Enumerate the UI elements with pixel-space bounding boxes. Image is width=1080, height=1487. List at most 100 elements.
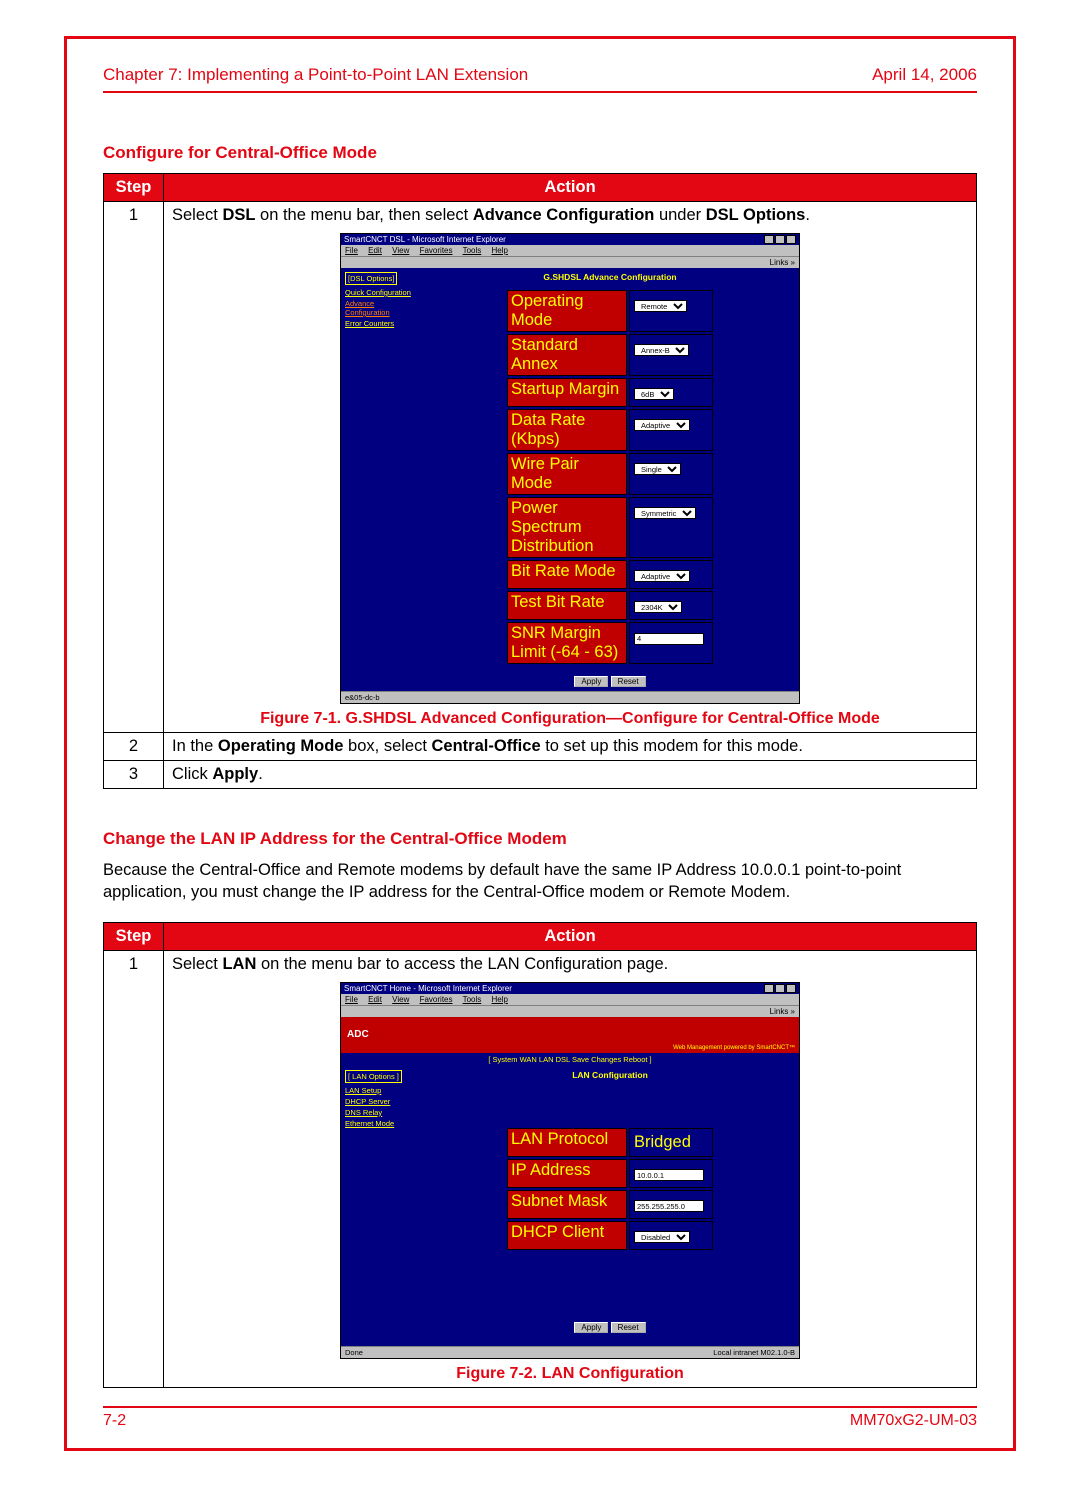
section2-body: Because the Central-Office and Remote mo… (103, 859, 977, 904)
config-value: Annex-B (629, 334, 713, 376)
menu-item[interactable]: View (392, 995, 409, 1004)
config-label: Subnet Mask (507, 1190, 627, 1219)
status-zone: Local intranet M02.1.0-B (713, 1348, 795, 1357)
ie-statusbar: e&05-dc-b (341, 691, 799, 703)
close-icon[interactable] (786, 984, 796, 993)
col-step: Step (104, 922, 164, 950)
step-action: In the Operating Mode box, select Centra… (164, 733, 977, 761)
config-select[interactable]: Adaptive (634, 419, 690, 431)
config-table: Operating Mode Remote Standard Annex Annex-… (505, 288, 715, 666)
app-sidebar: [DSL Options] Quick Configuration Advanc… (341, 268, 421, 691)
config-row: Standard Annex Annex-B (507, 334, 713, 376)
min-icon[interactable] (764, 235, 774, 244)
page-header: Chapter 7: Implementing a Point-to-Point… (103, 65, 977, 85)
config-label: Operating Mode (507, 290, 627, 332)
config-input[interactable] (634, 1200, 704, 1212)
reset-button[interactable]: Reset (611, 676, 646, 687)
table-row: 1 Select LAN on the menu bar to access t… (104, 950, 977, 1387)
figure-caption-1: Figure 7-1. G.SHDSL Advanced Configurati… (172, 710, 968, 728)
sidebar-item-dns-relay[interactable]: DNS Relay (345, 1108, 417, 1117)
config-select[interactable]: Adaptive (634, 570, 690, 582)
ie-links-bar: Links » (341, 256, 799, 268)
apply-button[interactable]: Apply (574, 1322, 608, 1333)
config-label: Power Spectrum Distribution (507, 497, 627, 558)
menu-item[interactable]: Tools (463, 246, 482, 255)
config-label: Bit Rate Mode (507, 560, 627, 589)
config-select[interactable]: Symmetric (634, 507, 696, 519)
menu-item[interactable]: Favorites (420, 995, 453, 1004)
logo-strip: ADC Web Management powered by SmartCNCT™ (341, 1017, 799, 1053)
step-number: 3 (104, 761, 164, 789)
sidebar-item-error-counters[interactable]: Error Counters (345, 319, 417, 328)
sidebar-item-ethernet[interactable]: Ethernet Mode (345, 1119, 417, 1128)
menu-item[interactable]: View (392, 246, 409, 255)
config-input[interactable] (634, 633, 704, 645)
sidebar-item-lan-setup[interactable]: LAN Setup (345, 1086, 417, 1095)
document-page: Chapter 7: Implementing a Point-to-Point… (64, 36, 1016, 1451)
close-icon[interactable] (786, 235, 796, 244)
app-sidebar: [ LAN Options ] LAN Setup DHCP Server DN… (341, 1066, 421, 1346)
config-select[interactable]: Annex-B (634, 344, 689, 356)
menu-item[interactable]: Help (492, 995, 508, 1004)
config-select[interactable]: Remote (634, 300, 687, 312)
app-main: G.SHDSL Advance Configuration Operating … (421, 268, 799, 691)
reset-button[interactable]: Reset (611, 1322, 646, 1333)
config-select[interactable]: Disabled (634, 1231, 690, 1243)
apply-button[interactable]: Apply (574, 676, 608, 687)
panel-title: G.SHDSL Advance Configuration (427, 272, 793, 282)
config-value: Bridged (629, 1128, 713, 1157)
table-row: 2 In the Operating Mode box, select Cent… (104, 733, 977, 761)
menu-item[interactable]: Tools (463, 995, 482, 1004)
button-row: Apply Reset (427, 676, 793, 687)
sidebar-header: [ LAN Options ] (345, 1070, 402, 1083)
config-label: Standard Annex (507, 334, 627, 376)
screenshot-dsl-config: SmartCNCT DSL - Microsoft Internet Explo… (340, 233, 800, 704)
sidebar-item-adv-config[interactable]: Advance Configuration (345, 299, 417, 317)
menu-item[interactable]: Favorites (420, 246, 453, 255)
config-row: Subnet Mask (507, 1190, 713, 1219)
sidebar-item-quick-config[interactable]: Quick Configuration (345, 288, 417, 297)
config-row: Bit Rate Mode Adaptive (507, 560, 713, 589)
max-icon[interactable] (775, 235, 785, 244)
config-input[interactable] (634, 1169, 704, 1181)
panel-title: LAN Configuration (427, 1070, 793, 1080)
config-label: Wire Pair Mode (507, 453, 627, 495)
col-action: Action (164, 922, 977, 950)
config-label: Data Rate (Kbps) (507, 409, 627, 451)
menu-item[interactable]: Help (492, 246, 508, 255)
config-value (629, 622, 713, 664)
config-select[interactable]: Single (634, 463, 681, 475)
status-text: e&05-dc-b (345, 693, 380, 702)
header-date: April 14, 2006 (872, 65, 977, 85)
config-value: Single (629, 453, 713, 495)
sidebar-header: [DSL Options] (345, 272, 397, 285)
config-row: Startup Margin6dB (507, 378, 713, 407)
config-label: LAN Protocol (507, 1128, 627, 1157)
min-icon[interactable] (764, 984, 774, 993)
nav-tabs[interactable]: [ System WAN LAN DSL Save Changes Reboot… (341, 1053, 799, 1066)
config-row: DHCP Client Disabled (507, 1221, 713, 1250)
config-row: Wire Pair Mode Single (507, 453, 713, 495)
config-row: SNR Margin Limit (-64 - 63) (507, 622, 713, 664)
page-number: 7-2 (103, 1412, 126, 1430)
chapter-title: Chapter 7: Implementing a Point-to-Point… (103, 65, 528, 85)
config-select[interactable]: 6dB (634, 388, 674, 400)
ie-menubar: File Edit View Favorites Tools Help (341, 994, 799, 1005)
section1-step-table: Step Action 1 Select DSL on the menu bar… (103, 173, 977, 789)
config-text: Bridged (634, 1133, 691, 1151)
config-label: DHCP Client (507, 1221, 627, 1250)
adc-logo: ADC (347, 1029, 369, 1040)
menu-item[interactable]: File (345, 246, 358, 255)
app-body: [ LAN Options ] LAN Setup DHCP Server DN… (341, 1066, 799, 1346)
max-icon[interactable] (775, 984, 785, 993)
config-select[interactable]: 2304K (634, 601, 682, 613)
app-main: LAN Configuration LAN ProtocolBridgedIP … (421, 1066, 799, 1346)
config-value: Disabled (629, 1221, 713, 1250)
menu-item[interactable]: Edit (368, 995, 382, 1004)
config-row: Test Bit Rate2304K (507, 591, 713, 620)
sidebar-item-dhcp-server[interactable]: DHCP Server (345, 1097, 417, 1106)
config-row: Data Rate (Kbps) Adaptive (507, 409, 713, 451)
menu-item[interactable]: File (345, 995, 358, 1004)
section1-title: Configure for Central-Office Mode (103, 143, 977, 163)
menu-item[interactable]: Edit (368, 246, 382, 255)
